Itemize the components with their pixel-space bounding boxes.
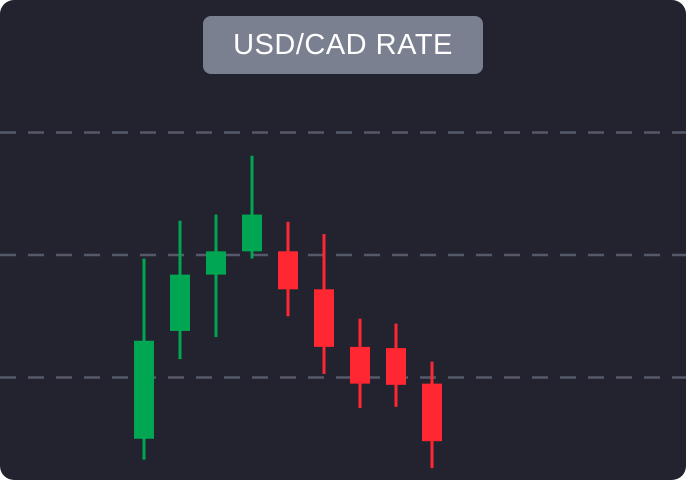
candle-body <box>206 251 226 275</box>
candle-body <box>386 348 406 385</box>
candle-body <box>134 340 154 439</box>
candle-4 <box>242 155 262 259</box>
chart-title: USD/CAD RATE <box>203 16 483 74</box>
candle-body <box>242 214 262 252</box>
candles <box>134 155 442 469</box>
candle-8 <box>386 323 406 407</box>
candle-body <box>350 346 370 384</box>
candle-2 <box>170 220 190 360</box>
candle-1 <box>134 258 154 460</box>
candle-body <box>170 274 190 331</box>
candle-3 <box>206 214 226 338</box>
candle-7 <box>350 318 370 409</box>
grid-lines <box>0 131 686 379</box>
candle-body <box>278 251 298 290</box>
candle-9 <box>422 361 442 469</box>
candle-6 <box>314 234 334 374</box>
candle-body <box>314 289 334 347</box>
candle-5 <box>278 221 298 317</box>
candle-body <box>422 383 442 442</box>
